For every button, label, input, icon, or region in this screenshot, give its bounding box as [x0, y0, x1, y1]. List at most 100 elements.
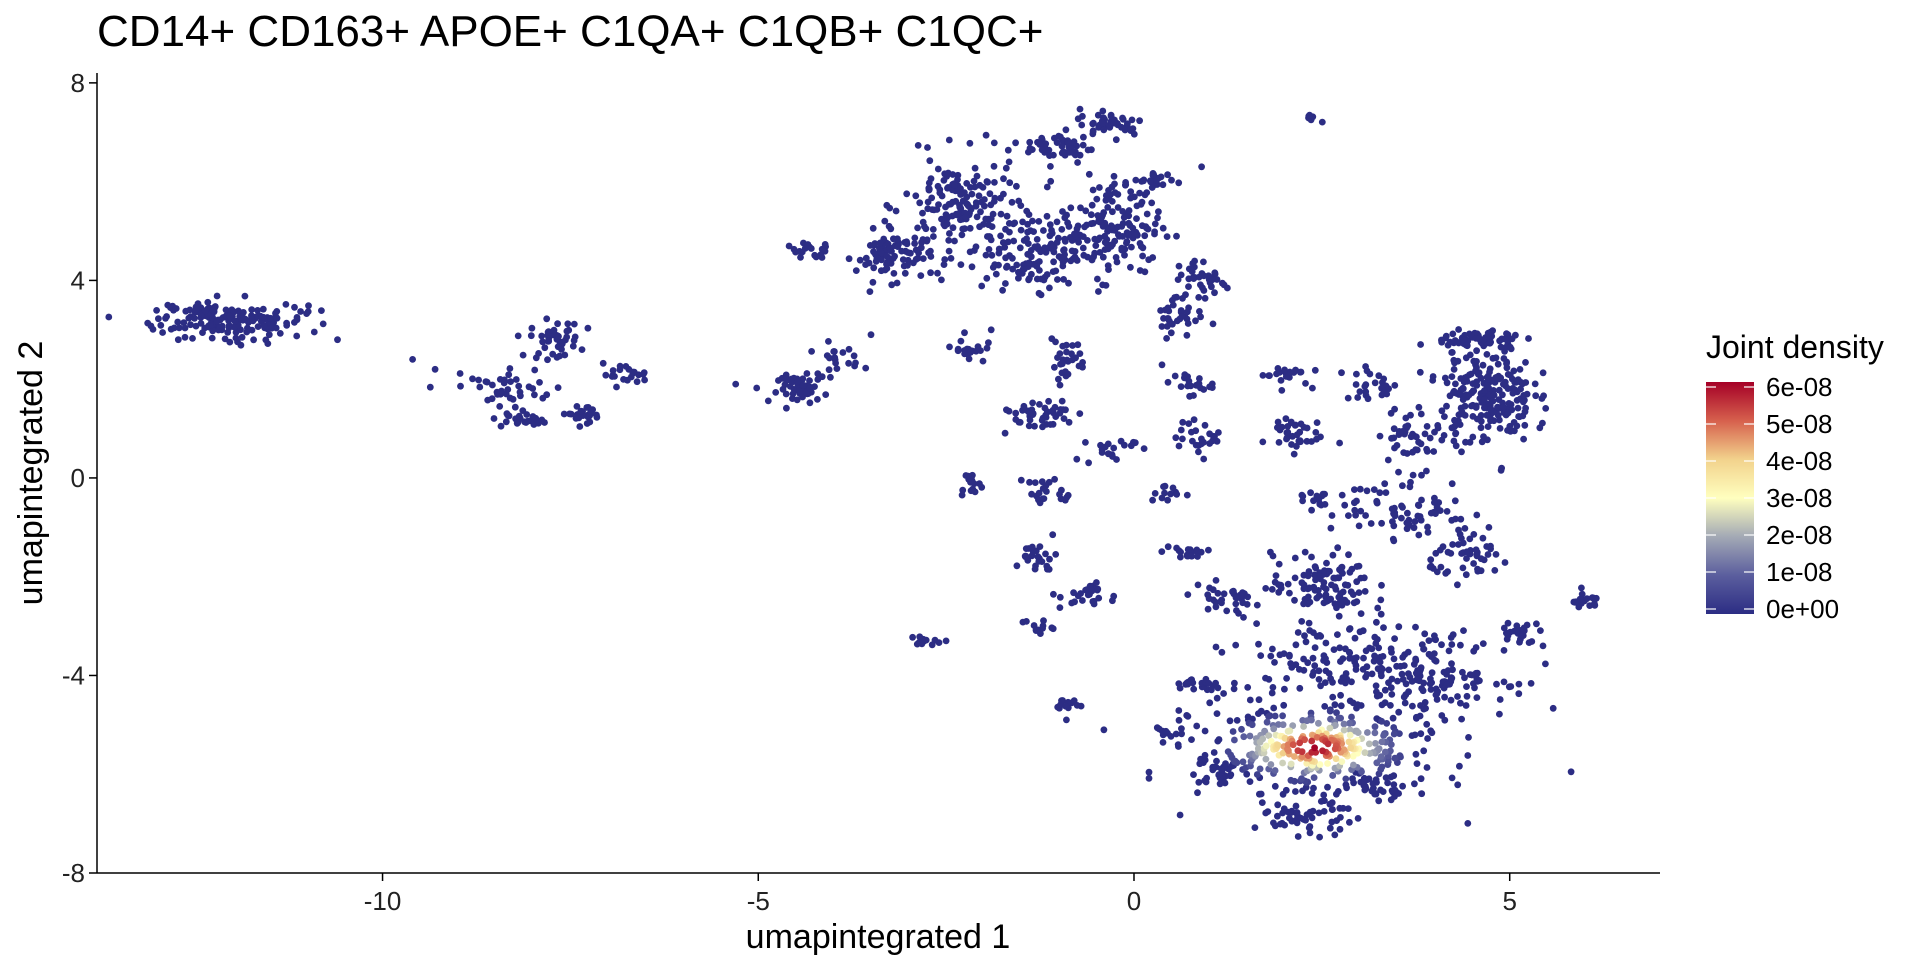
data-point [1128, 243, 1135, 251]
data-point [1053, 218, 1061, 226]
data-point [544, 332, 552, 339]
data-point [1423, 423, 1431, 430]
data-point [1372, 776, 1380, 783]
data-point [1045, 565, 1053, 573]
data-point [782, 371, 790, 379]
data-point [1312, 564, 1320, 572]
data-point [1099, 107, 1107, 115]
data-point [531, 391, 538, 399]
data-point [1412, 657, 1420, 665]
data-point [971, 164, 979, 172]
data-point [1026, 138, 1034, 146]
data-point [1175, 262, 1183, 270]
data-point [973, 172, 981, 180]
data-point [1136, 189, 1143, 197]
data-point [1072, 354, 1079, 362]
data-point [911, 234, 919, 242]
data-point [982, 251, 990, 259]
data-point [1099, 281, 1106, 289]
data-point [1473, 364, 1480, 371]
data-point [1301, 548, 1309, 556]
data-point [1017, 226, 1025, 234]
data-point [1450, 389, 1457, 396]
data-point [1390, 781, 1398, 788]
data-point [1119, 208, 1127, 215]
data-point [1038, 146, 1046, 154]
data-point [1360, 654, 1367, 662]
data-point [1031, 422, 1038, 430]
data-point [1463, 683, 1470, 690]
data-point [1003, 406, 1010, 414]
data-point [1253, 620, 1260, 627]
data-point [1158, 361, 1166, 369]
data-point [1164, 315, 1172, 322]
data-point [1036, 258, 1043, 265]
data-point [1496, 710, 1503, 718]
data-point [818, 245, 826, 253]
data-point [1333, 709, 1340, 717]
data-point [475, 376, 482, 384]
data-point [962, 472, 970, 479]
data-point [1129, 224, 1137, 232]
data-point [1505, 400, 1513, 407]
data-point [262, 336, 270, 344]
data-point [1344, 394, 1352, 402]
data-point [1268, 586, 1276, 593]
data-point [1374, 636, 1381, 643]
data-point [291, 303, 298, 311]
data-point [1351, 634, 1359, 642]
data-point [1479, 534, 1487, 542]
data-point [1415, 403, 1423, 411]
data-point [1283, 675, 1290, 682]
data-point [1286, 814, 1293, 822]
data-point [917, 272, 925, 279]
data-point [1079, 597, 1086, 604]
data-point [1058, 397, 1066, 405]
data-point [1040, 617, 1047, 625]
data-point [1542, 660, 1549, 668]
data-point [1421, 430, 1429, 438]
data-point [1094, 111, 1102, 119]
data-point [1056, 604, 1064, 611]
data-point [925, 179, 933, 187]
data-point [1294, 629, 1302, 636]
data-point [1046, 284, 1053, 292]
data-point [1238, 725, 1245, 733]
data-point [1336, 598, 1344, 606]
data-point [1388, 691, 1396, 698]
data-point [1104, 245, 1112, 253]
data-point [1113, 456, 1120, 463]
data-point [1351, 486, 1358, 493]
data-point [1355, 522, 1363, 530]
data-point [1208, 686, 1215, 694]
data-point [1501, 559, 1509, 566]
data-point [1388, 505, 1396, 513]
data-point [1300, 600, 1307, 608]
data-point [1179, 435, 1186, 443]
data-point [1293, 809, 1301, 816]
data-point [1440, 668, 1448, 676]
data-point [1265, 372, 1273, 379]
data-point [1244, 593, 1252, 601]
data-point [1335, 714, 1343, 722]
data-point [1362, 512, 1369, 519]
data-point [986, 190, 994, 198]
data-point [985, 246, 993, 253]
data-point [1163, 233, 1171, 241]
data-point [1057, 701, 1064, 708]
data-point [1366, 644, 1373, 652]
data-point [1361, 786, 1369, 794]
data-point [1301, 736, 1308, 744]
data-point [1212, 598, 1220, 606]
data-point [484, 396, 492, 404]
data-point [1473, 347, 1480, 355]
data-point [883, 252, 890, 260]
data-point [1503, 635, 1511, 643]
data-point [1271, 782, 1279, 790]
data-point [1192, 427, 1200, 435]
data-point [1345, 738, 1353, 746]
data-point [1108, 183, 1116, 191]
data-point [1062, 702, 1070, 710]
data-point [1308, 553, 1315, 561]
data-point [1151, 490, 1159, 497]
